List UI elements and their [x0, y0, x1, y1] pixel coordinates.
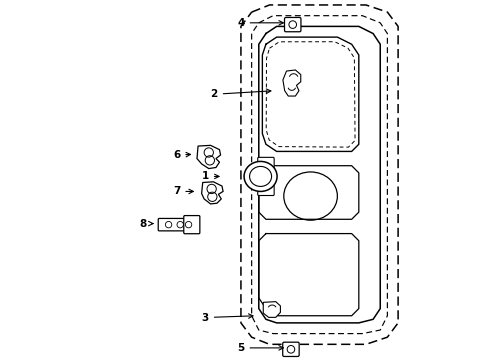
Text: 8: 8: [139, 219, 153, 229]
Text: 7: 7: [173, 186, 193, 197]
Text: 2: 2: [210, 89, 270, 99]
Polygon shape: [283, 70, 300, 96]
Polygon shape: [197, 145, 220, 168]
FancyBboxPatch shape: [282, 342, 299, 356]
Polygon shape: [263, 302, 280, 318]
Text: 5: 5: [237, 343, 283, 353]
Ellipse shape: [249, 166, 271, 186]
Text: 1: 1: [201, 171, 219, 181]
Text: 3: 3: [201, 312, 252, 323]
Text: 6: 6: [173, 150, 190, 160]
FancyBboxPatch shape: [183, 216, 200, 234]
Text: 4: 4: [237, 18, 283, 28]
FancyBboxPatch shape: [158, 219, 185, 231]
FancyBboxPatch shape: [284, 18, 300, 32]
FancyBboxPatch shape: [257, 157, 274, 195]
Polygon shape: [201, 182, 223, 204]
Ellipse shape: [244, 161, 277, 192]
